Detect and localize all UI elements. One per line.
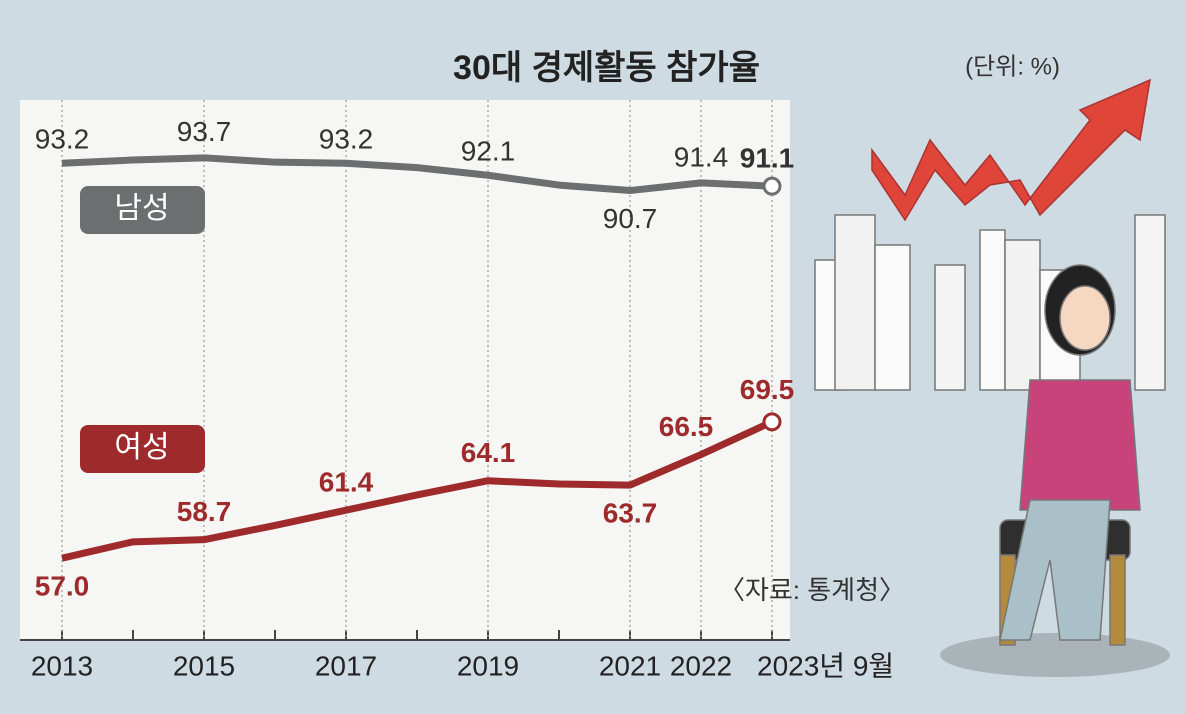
data-label: 57.0 xyxy=(35,571,90,602)
legend-box xyxy=(80,425,205,473)
data-label: 93.7 xyxy=(177,116,232,147)
data-label: 92.1 xyxy=(461,136,516,167)
data-label: 90.7 xyxy=(603,203,658,234)
x-tick-label: 2013 xyxy=(31,650,93,681)
data-label: 58.7 xyxy=(177,496,232,527)
x-tick-label: 2021 xyxy=(599,650,661,681)
source: 〈자료: 통계청〉 xyxy=(719,575,905,605)
x-tick-label: 2017 xyxy=(315,650,377,681)
data-label: 69.5 xyxy=(740,374,795,405)
legend-label: 남성 xyxy=(114,192,169,225)
chart-subtitle: (단위: %) xyxy=(965,53,1060,80)
legend-label: 여성 xyxy=(114,431,169,464)
data-label: 91.4 xyxy=(674,141,729,172)
x-tick-label: 2023년 9월 xyxy=(757,650,894,681)
data-label: 63.7 xyxy=(603,497,658,528)
data-label: 61.4 xyxy=(319,467,374,498)
line xyxy=(61,154,773,195)
end-marker xyxy=(762,412,782,432)
data-label: 93.2 xyxy=(35,124,90,155)
end-marker xyxy=(762,176,782,196)
plot-area xyxy=(20,100,790,640)
x-tick-label: 2022 xyxy=(670,650,732,681)
data-label: 93.2 xyxy=(319,124,374,155)
line xyxy=(61,418,774,562)
data-label: 64.1 xyxy=(461,437,516,468)
x-tick-label: 2019 xyxy=(457,650,519,681)
x-tick-label: 2015 xyxy=(173,650,235,681)
legend-box xyxy=(80,186,205,234)
chart-title: 30대 경제활동 참가율 xyxy=(453,49,760,87)
illustration xyxy=(814,78,1170,677)
data-label: 91.1 xyxy=(740,143,795,174)
data-label: 66.5 xyxy=(659,411,714,442)
